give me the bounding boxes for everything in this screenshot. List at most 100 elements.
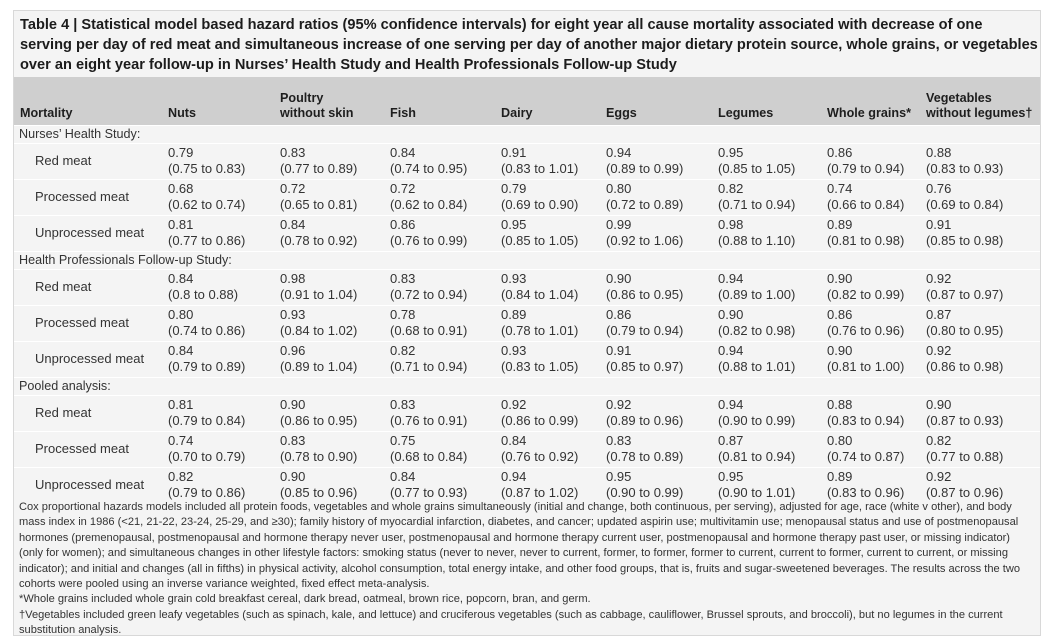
hazard-ratio: 0.95 bbox=[606, 469, 632, 484]
hazard-ratio: 0.91 bbox=[501, 145, 527, 160]
hazard-ratio: 0.81 bbox=[168, 397, 194, 412]
row-label: Unprocessed meat bbox=[35, 351, 145, 366]
col-header-veg-line1: Vegetables bbox=[926, 91, 992, 105]
hazard-ratio: 0.87 bbox=[926, 307, 952, 322]
confidence-interval: (0.75 to 0.83) bbox=[168, 161, 246, 176]
table-cell: 0.84 (0.78 to 0.92) bbox=[280, 217, 357, 249]
table-cell: 0.92 (0.86 to 0.99) bbox=[501, 397, 578, 429]
table-cell: 0.79 (0.75 to 0.83) bbox=[168, 145, 245, 177]
table-cell: 0.84 (0.74 to 0.95) bbox=[390, 145, 467, 177]
confidence-interval: (0.88 to 1.10) bbox=[718, 233, 796, 248]
table-cell: 0.91 (0.83 to 1.01) bbox=[501, 145, 578, 177]
table-cell: 0.83 (0.72 to 0.94) bbox=[390, 271, 467, 303]
table-cell: 0.88 (0.83 to 0.93) bbox=[926, 145, 1003, 177]
hazard-ratio: 0.86 bbox=[390, 217, 416, 232]
hazard-ratio: 0.94 bbox=[718, 343, 744, 358]
hazard-ratio: 0.91 bbox=[606, 343, 632, 358]
hazard-ratio: 0.82 bbox=[718, 181, 744, 196]
table-cell: 0.86 (0.79 to 0.94) bbox=[606, 307, 683, 339]
confidence-interval: (0.69 to 0.84) bbox=[926, 197, 1004, 212]
hazard-ratio: 0.86 bbox=[606, 307, 632, 322]
footnotes: Cox proportional hazards models included… bbox=[19, 500, 1037, 639]
confidence-interval: (0.8 to 0.88) bbox=[168, 287, 239, 302]
table-row: Unprocessed meat 0.81 (0.77 to 0.86) 0.84 (0… bbox=[14, 215, 1040, 251]
hazard-ratio: 0.82 bbox=[926, 433, 952, 448]
confidence-interval: (0.86 to 0.95) bbox=[606, 287, 684, 302]
hazard-ratio: 0.83 bbox=[390, 271, 416, 286]
confidence-interval: (0.91 to 1.04) bbox=[280, 287, 358, 302]
row-label: Processed meat bbox=[35, 189, 129, 204]
hazard-ratio: 0.86 bbox=[827, 145, 853, 160]
table-cell: 0.87 (0.81 to 0.94) bbox=[718, 433, 795, 465]
table-cell: 0.84 (0.76 to 0.92) bbox=[501, 433, 578, 465]
hazard-ratio: 0.82 bbox=[390, 343, 416, 358]
confidence-interval: (0.87 to 0.96) bbox=[926, 485, 1004, 500]
table-cell: 0.82 (0.71 to 0.94) bbox=[390, 343, 467, 375]
col-header-poultry: Poultry without skin bbox=[280, 91, 353, 121]
hazard-ratio: 0.90 bbox=[280, 469, 306, 484]
table-cell: 0.83 (0.78 to 0.89) bbox=[606, 433, 683, 465]
table-cell: 0.83 (0.78 to 0.90) bbox=[280, 433, 357, 465]
col-header-fish: Fish bbox=[390, 106, 416, 120]
confidence-interval: (0.68 to 0.91) bbox=[390, 323, 468, 338]
hazard-ratio: 0.90 bbox=[827, 343, 853, 358]
hazard-ratio: 0.91 bbox=[926, 217, 952, 232]
table-cell: 0.87 (0.80 to 0.95) bbox=[926, 307, 1003, 339]
table-cell: 0.74 (0.66 to 0.84) bbox=[827, 181, 904, 213]
confidence-interval: (0.89 to 1.04) bbox=[280, 359, 358, 374]
row-label: Red meat bbox=[35, 405, 92, 420]
confidence-interval: (0.80 to 0.95) bbox=[926, 323, 1004, 338]
section-header: Pooled analysis: bbox=[14, 377, 1040, 395]
hazard-ratio: 0.90 bbox=[280, 397, 306, 412]
hazard-ratio: 0.90 bbox=[827, 271, 853, 286]
confidence-interval: (0.74 to 0.87) bbox=[827, 449, 905, 464]
footnote-methods: Cox proportional hazards models included… bbox=[19, 501, 1021, 591]
confidence-interval: (0.85 to 1.05) bbox=[718, 161, 796, 176]
confidence-interval: (0.84 to 1.04) bbox=[501, 287, 579, 302]
table-cell: 0.90 (0.86 to 0.95) bbox=[280, 397, 357, 429]
hazard-ratio: 0.82 bbox=[168, 469, 194, 484]
hazard-ratio: 0.96 bbox=[280, 343, 306, 358]
table-cell: 0.86 (0.76 to 0.99) bbox=[390, 217, 467, 249]
hazard-ratio: 0.89 bbox=[501, 307, 527, 322]
table-cell: 0.91 (0.85 to 0.97) bbox=[606, 343, 683, 375]
table-figure: Table 4 | Statistical model based hazard… bbox=[13, 10, 1041, 636]
confidence-interval: (0.83 to 1.05) bbox=[501, 359, 579, 374]
table-cell: 0.92 (0.89 to 0.96) bbox=[606, 397, 683, 429]
table-cell: 0.92 (0.87 to 0.97) bbox=[926, 271, 1003, 303]
confidence-interval: (0.92 to 1.06) bbox=[606, 233, 684, 248]
hazard-ratio: 0.92 bbox=[606, 397, 632, 412]
hazard-ratio: 0.90 bbox=[718, 307, 744, 322]
confidence-interval: (0.68 to 0.84) bbox=[390, 449, 468, 464]
hazard-ratio: 0.89 bbox=[827, 469, 853, 484]
hazard-ratio: 0.95 bbox=[501, 217, 527, 232]
hazard-ratio: 0.92 bbox=[926, 271, 952, 286]
table-row: Unprocessed meat 0.84 (0.79 to 0.89) 0.96 (0… bbox=[14, 341, 1040, 377]
hazard-ratio: 0.83 bbox=[606, 433, 632, 448]
confidence-interval: (0.77 to 0.89) bbox=[280, 161, 358, 176]
hazard-ratio: 0.92 bbox=[501, 397, 527, 412]
table-cell: 0.82 (0.79 to 0.86) bbox=[168, 469, 245, 501]
hazard-ratio: 0.74 bbox=[827, 181, 853, 196]
hazard-ratio: 0.86 bbox=[827, 307, 853, 322]
confidence-interval: (0.76 to 0.99) bbox=[390, 233, 468, 248]
table-cell: 0.94 (0.88 to 1.01) bbox=[718, 343, 795, 375]
table-header: Mortality Nuts Poultry without skin Fish… bbox=[14, 77, 1040, 125]
hazard-ratio: 0.84 bbox=[390, 469, 416, 484]
table-row: Red meat 0.81 (0.79 to 0.84) 0.90 (0.86 to 0… bbox=[14, 395, 1040, 431]
hazard-ratio: 0.94 bbox=[606, 145, 632, 160]
table-row: Red meat 0.84 (0.8 to 0.88) 0.98 (0.91 to 1.… bbox=[14, 269, 1040, 305]
hazard-ratio: 0.88 bbox=[926, 145, 952, 160]
confidence-interval: (0.83 to 1.01) bbox=[501, 161, 579, 176]
table-cell: 0.75 (0.68 to 0.84) bbox=[390, 433, 467, 465]
confidence-interval: (0.85 to 0.98) bbox=[926, 233, 1004, 248]
table-cell: 0.81 (0.79 to 0.84) bbox=[168, 397, 245, 429]
hazard-ratio: 0.90 bbox=[606, 271, 632, 286]
hazard-ratio: 0.75 bbox=[390, 433, 416, 448]
table-cell: 0.82 (0.77 to 0.88) bbox=[926, 433, 1003, 465]
hazard-ratio: 0.80 bbox=[168, 307, 194, 322]
confidence-interval: (0.84 to 1.02) bbox=[280, 323, 358, 338]
table-cell: 0.89 (0.83 to 0.96) bbox=[827, 469, 904, 501]
section-label: Nurses’ Health Study: bbox=[19, 127, 141, 141]
hazard-ratio: 0.92 bbox=[926, 469, 952, 484]
